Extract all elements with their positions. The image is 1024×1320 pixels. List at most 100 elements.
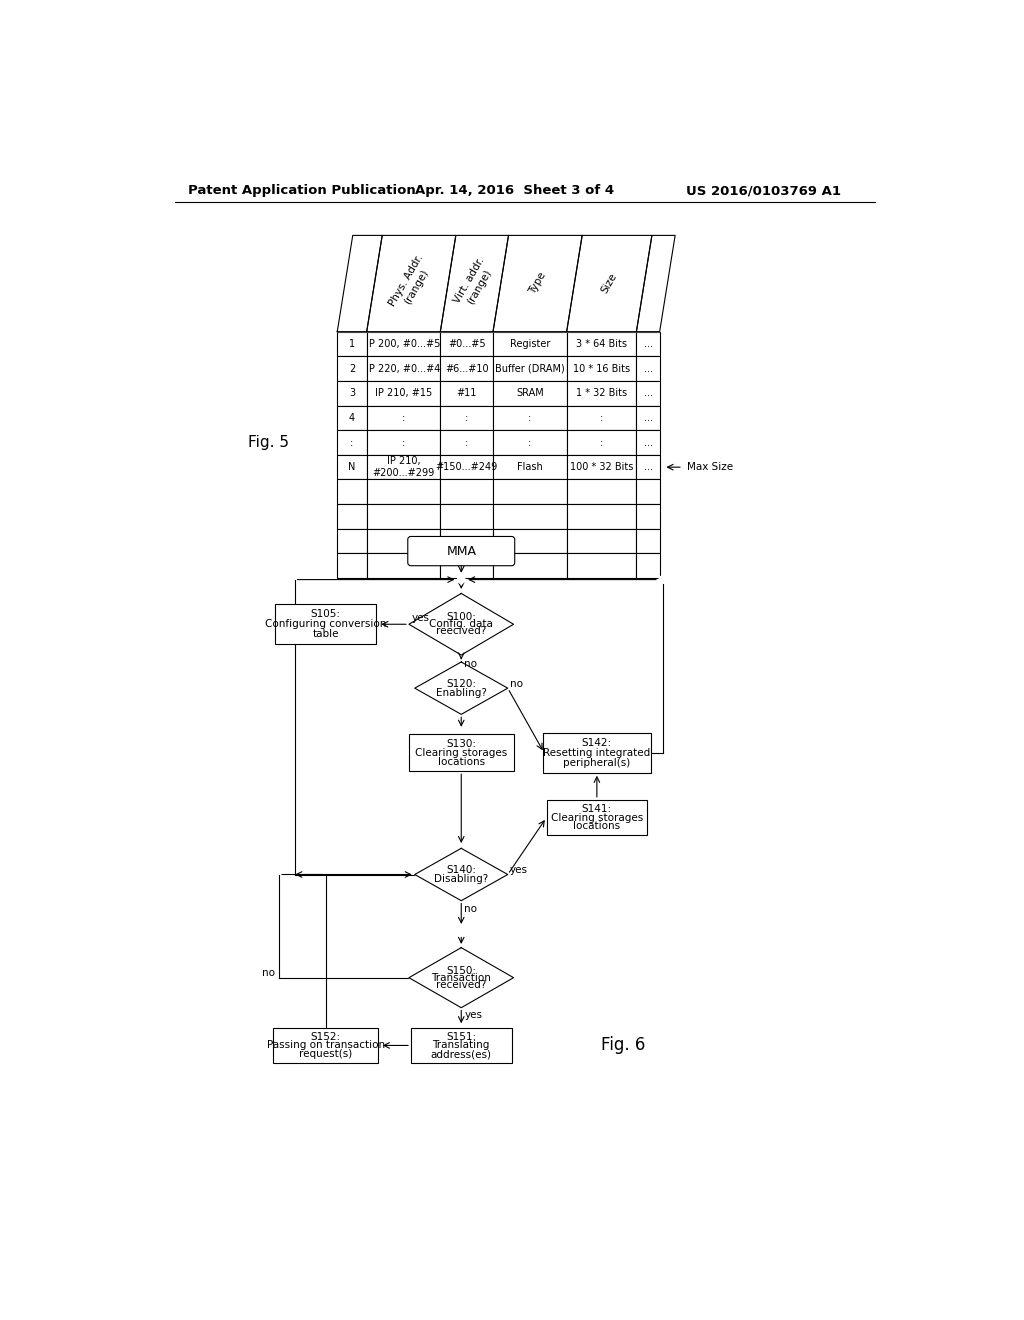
Circle shape	[458, 927, 465, 935]
Text: Enabling?: Enabling?	[436, 688, 486, 698]
Text: IP 220, #0...#4: IP 220, #0...#4	[367, 363, 440, 374]
Text: Disabling?: Disabling?	[434, 874, 488, 884]
Bar	[273, 1028, 378, 1063]
Bar	[493, 529, 566, 553]
Bar	[337, 331, 367, 356]
Text: :: :	[528, 413, 531, 422]
Bar	[566, 331, 636, 356]
Text: S100:: S100:	[446, 612, 476, 622]
Bar	[337, 529, 367, 553]
Text: Fig. 6: Fig. 6	[601, 1036, 645, 1055]
Text: N: N	[348, 462, 355, 473]
Bar	[636, 529, 659, 553]
Bar	[636, 405, 659, 430]
Polygon shape	[415, 849, 508, 900]
Text: :: :	[600, 437, 603, 447]
Text: 100 * 32 Bits: 100 * 32 Bits	[569, 462, 633, 473]
Text: yes: yes	[464, 1010, 482, 1020]
Bar	[493, 504, 566, 529]
Text: Passing on transaction: Passing on transaction	[266, 1040, 385, 1051]
Bar	[275, 605, 376, 644]
Polygon shape	[415, 663, 508, 714]
Text: Flash: Flash	[517, 462, 543, 473]
Text: 3 * 64 Bits: 3 * 64 Bits	[577, 339, 627, 348]
Bar	[367, 356, 440, 381]
Text: :: :	[401, 413, 406, 422]
Bar	[337, 479, 367, 504]
Text: request(s): request(s)	[299, 1049, 352, 1059]
Bar	[367, 455, 440, 479]
Text: ...: ...	[643, 363, 652, 374]
Text: ...: ...	[643, 462, 652, 473]
Text: 2: 2	[349, 363, 355, 374]
Text: ...: ...	[643, 388, 652, 399]
Text: #150...#249: #150...#249	[435, 462, 498, 473]
Text: no: no	[262, 968, 275, 978]
Text: Fig. 5: Fig. 5	[248, 436, 289, 450]
Text: Translating: Translating	[432, 1040, 489, 1051]
Text: 1 * 32 Bits: 1 * 32 Bits	[575, 388, 627, 399]
Text: IP 210, #15: IP 210, #15	[375, 388, 432, 399]
Bar	[440, 504, 493, 529]
Bar	[411, 1028, 512, 1063]
Text: Resetting integrated: Resetting integrated	[544, 748, 650, 758]
Text: :: :	[528, 437, 531, 447]
Bar	[440, 381, 493, 405]
Text: Transaction: Transaction	[431, 973, 492, 982]
Bar	[493, 331, 566, 356]
Text: yes: yes	[510, 865, 528, 875]
Bar	[367, 553, 440, 578]
Text: :: :	[401, 437, 406, 447]
Text: no: no	[464, 904, 477, 913]
Bar	[566, 405, 636, 430]
Bar	[566, 381, 636, 405]
Polygon shape	[409, 594, 514, 655]
Text: Buffer (DRAM): Buffer (DRAM)	[495, 363, 564, 374]
Bar	[493, 356, 566, 381]
Text: IP 210,
#200...#299: IP 210, #200...#299	[373, 457, 434, 478]
Text: received?: received?	[436, 979, 486, 990]
Text: S141:: S141:	[582, 804, 612, 813]
Bar	[367, 331, 440, 356]
Text: #6...#10: #6...#10	[444, 363, 488, 374]
Text: reecived?: reecived?	[436, 627, 486, 636]
Text: S150:: S150:	[446, 966, 476, 975]
Text: Config. data: Config. data	[429, 619, 494, 630]
Text: :: :	[465, 437, 468, 447]
Polygon shape	[566, 235, 652, 331]
Bar	[440, 405, 493, 430]
Bar	[566, 430, 636, 455]
Bar	[337, 553, 367, 578]
Circle shape	[458, 576, 465, 583]
Text: yes: yes	[412, 612, 429, 623]
Text: Patent Application Publication: Patent Application Publication	[188, 185, 416, 197]
Bar	[566, 455, 636, 479]
Text: no: no	[464, 659, 477, 669]
Bar	[636, 479, 659, 504]
Bar	[493, 479, 566, 504]
Text: locations: locations	[437, 758, 484, 767]
Text: 1: 1	[349, 339, 355, 348]
Polygon shape	[337, 235, 382, 331]
Text: S140:: S140:	[446, 865, 476, 875]
Polygon shape	[440, 235, 509, 331]
Bar	[636, 553, 659, 578]
Bar	[493, 381, 566, 405]
Text: Size: Size	[600, 272, 618, 296]
Bar	[493, 430, 566, 455]
Bar	[337, 356, 367, 381]
Bar	[547, 800, 647, 836]
Text: Virt. addr.
(range): Virt. addr. (range)	[453, 256, 497, 312]
Bar	[367, 430, 440, 455]
Bar	[440, 479, 493, 504]
Bar	[566, 479, 636, 504]
Text: :: :	[350, 437, 353, 447]
Polygon shape	[367, 235, 456, 331]
Text: locations: locations	[573, 821, 621, 832]
Polygon shape	[409, 948, 514, 1007]
Bar	[367, 405, 440, 430]
Text: S120:: S120:	[446, 678, 476, 689]
Bar	[337, 381, 367, 405]
Text: S152:: S152:	[310, 1032, 341, 1041]
Text: 4: 4	[349, 413, 355, 422]
